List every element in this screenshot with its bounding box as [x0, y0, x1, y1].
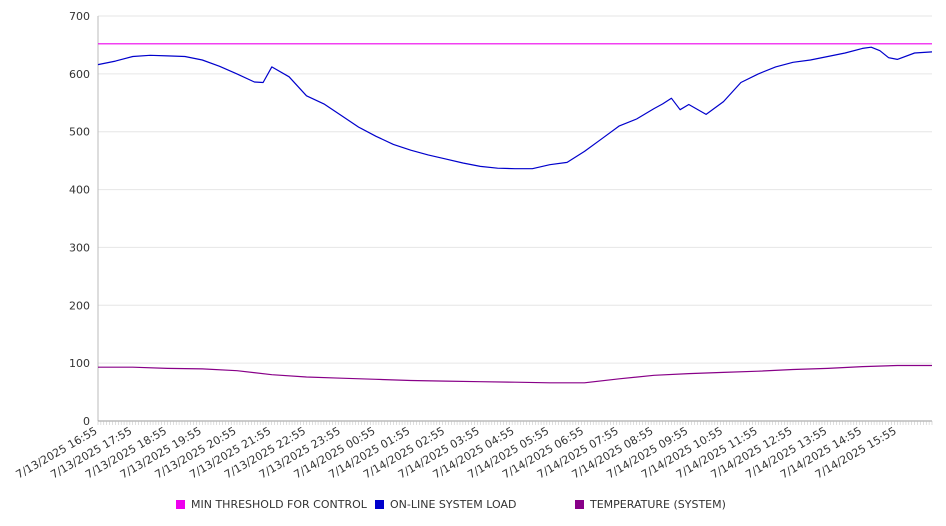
- y-tick-label: 0: [83, 415, 90, 428]
- y-tick-label: 700: [69, 10, 90, 23]
- legend-swatch-system-load: [375, 500, 384, 509]
- y-tick-label: 200: [69, 299, 90, 312]
- series-lines: [97, 43, 933, 384]
- y-tick-labels: 0 100 200 300 400 500 600 700: [69, 10, 90, 428]
- legend-item-min-threshold[interactable]: MIN THRESHOLD FOR CONTROL: [176, 498, 367, 511]
- legend-label-system-load: ON-LINE SYSTEM LOAD: [390, 498, 517, 511]
- y-tick-label: 600: [69, 68, 90, 81]
- y-tick-label: 500: [69, 126, 90, 139]
- legend-label-min-threshold: MIN THRESHOLD FOR CONTROL: [191, 498, 367, 511]
- legend-item-temperature[interactable]: TEMPERATURE (SYSTEM): [575, 498, 726, 511]
- legend: MIN THRESHOLD FOR CONTROL ON-LINE SYSTEM…: [0, 498, 946, 514]
- x-tick-labels: 7/13/2025 16:557/13/2025 17:557/13/2025 …: [14, 424, 899, 481]
- y-tick-label: 300: [69, 241, 90, 254]
- legend-label-temperature: TEMPERATURE (SYSTEM): [590, 498, 726, 511]
- y-tick-label: 400: [69, 184, 90, 197]
- axes: [97, 16, 933, 425]
- legend-item-system-load[interactable]: ON-LINE SYSTEM LOAD: [375, 498, 516, 511]
- legend-swatch-temperature: [575, 500, 584, 509]
- series-system-load-line: [97, 46, 933, 170]
- series-temperature-line: [98, 364, 932, 384]
- y-tick-label: 100: [69, 357, 90, 370]
- legend-swatch-min-threshold: [176, 500, 185, 509]
